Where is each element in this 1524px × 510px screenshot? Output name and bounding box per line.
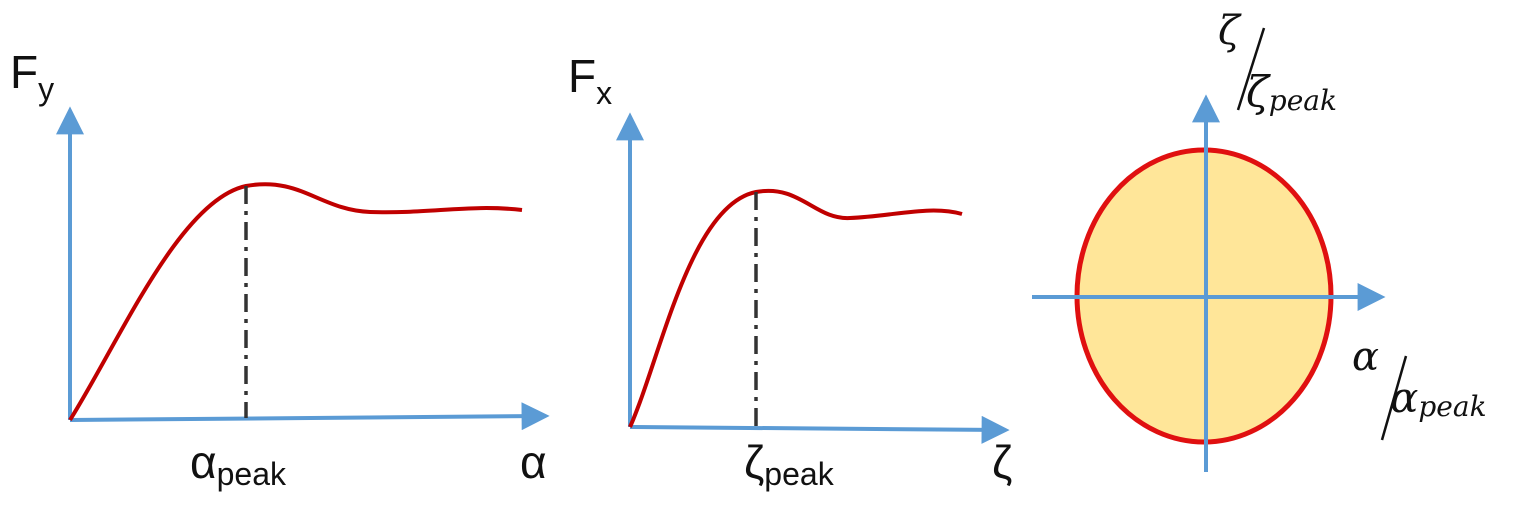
zeta-axis-label: ζ: [992, 436, 1012, 488]
fy-axis-label: Fy: [10, 46, 54, 107]
friction-ellipse-panel: ζ ζpeak α αpeak: [1032, 8, 1487, 472]
longitudinal-force-curve: [630, 191, 962, 427]
normalized-alpha-label: α αpeak: [1352, 334, 1487, 440]
longitudinal-force-panel: Fx ζpeak ζ: [568, 50, 1012, 492]
svg-text:ζ: ζ: [1218, 8, 1242, 54]
svg-text:ζpeak: ζpeak: [1246, 67, 1337, 117]
alpha-axis-label: α: [520, 436, 547, 488]
alpha-peak-label: αpeak: [190, 436, 287, 492]
zeta-peak-label: ζpeak: [744, 436, 835, 492]
lateral-force-curve: [70, 184, 522, 420]
alpha-axis: [70, 416, 544, 420]
svg-text:α: α: [1352, 334, 1379, 380]
lateral-force-panel: Fy αpeak α: [10, 46, 547, 492]
svg-text:αpeak: αpeak: [1390, 373, 1487, 423]
normalized-zeta-label: ζ ζpeak: [1218, 8, 1337, 117]
fx-axis-label: Fx: [568, 50, 612, 111]
zeta-axis: [630, 427, 1004, 430]
